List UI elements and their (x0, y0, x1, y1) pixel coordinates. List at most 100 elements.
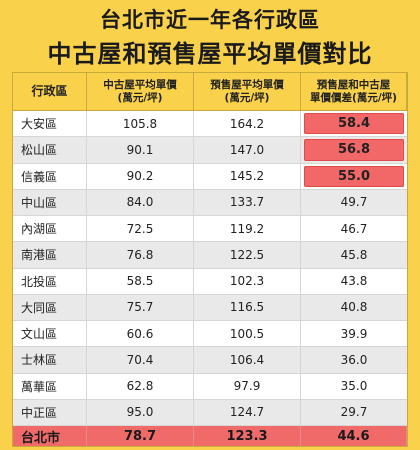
price-diff-cell: 29.7 (301, 400, 407, 425)
district-cell: 萬華區 (13, 373, 87, 399)
total-presale-price-cell-box: 123.3 (194, 426, 300, 446)
presale-price-cell-value: 102.3 (229, 274, 265, 289)
presale-price-cell-value: 119.2 (229, 221, 265, 236)
price-diff-cell-value: 36.0 (340, 352, 368, 367)
district-cell: 大安區 (13, 111, 87, 137)
presale-price-cell: 116.5 (194, 294, 301, 320)
price-diff-cell-value: 40.8 (340, 300, 368, 315)
district-cell-value: 大安區 (21, 117, 58, 132)
district-cell-value: 萬華區 (21, 379, 58, 394)
presale-price-cell: 97.9 (194, 373, 301, 399)
used-price-cell-value: 70.4 (126, 352, 154, 367)
district-cell-value: 文山區 (21, 327, 58, 342)
total-presale-price-cell-value: 123.3 (226, 428, 268, 444)
price-diff-cell-value: 35.0 (340, 379, 368, 394)
price-diff-cell: 40.8 (301, 295, 407, 320)
table-header-row: 行政區 中古屋平均單價 (萬元/坪) 預售屋平均單價 (萬元/坪) 預售屋和中古… (13, 73, 407, 111)
used-price-cell-value: 90.1 (126, 142, 154, 157)
price-diff-cell-value: 58.4 (337, 116, 371, 132)
total-district-cell: 台北市 (13, 426, 87, 446)
district-cell-value: 南港區 (21, 248, 58, 263)
presale-price-cell-value: 145.2 (229, 169, 265, 184)
title-line-1: 台北市近一年各行政區 (100, 8, 320, 32)
district-cell: 文山區 (13, 321, 87, 347)
price-diff-cell-value: 49.7 (340, 195, 368, 210)
price-diff-cell: 55.0 (301, 164, 407, 189)
district-cell: 中山區 (13, 189, 87, 215)
presale-price-cell-value: 164.2 (229, 116, 265, 131)
district-cell-value: 中山區 (21, 195, 58, 210)
table-row: 士林區 70.4 106.4 36.0 (13, 347, 407, 374)
price-diff-cell: 49.7 (301, 190, 407, 215)
table-row: 松山區 90.1 147.0 56.8 (13, 137, 407, 164)
price-diff-cell-value: 56.8 (337, 142, 371, 158)
district-cell-value: 信義區 (21, 169, 58, 184)
price-diff-cell-value: 46.7 (340, 221, 368, 236)
table-row: 中山區 84.0 133.7 49.7 (13, 189, 407, 216)
price-diff-cell-value: 45.8 (340, 247, 368, 262)
header-price-diff-line1: 預售屋和中古屋 (316, 78, 391, 91)
price-diff-cell: 39.9 (301, 321, 407, 346)
price-diff-cell: 45.8 (301, 242, 407, 267)
highlight-box: 56.8 (304, 139, 404, 161)
price-diff-cell: 56.8 (301, 137, 407, 162)
district-cell-value: 內湖區 (21, 222, 58, 237)
price-diff-cell: 35.0 (301, 374, 407, 399)
district-cell: 松山區 (13, 137, 87, 163)
presale-price-cell-value: 106.4 (229, 352, 265, 367)
used-price-cell: 76.8 (87, 242, 194, 268)
used-price-cell: 72.5 (87, 216, 194, 242)
presale-price-cell: 133.7 (194, 189, 301, 215)
header-price-diff-line2: 單價價差(萬元/坪) (310, 91, 397, 104)
presale-price-cell: 119.2 (194, 216, 301, 242)
used-price-cell: 75.7 (87, 294, 194, 320)
table-row: 信義區 90.2 145.2 55.0 (13, 163, 407, 190)
table-row: 大安區 105.8 164.2 58.4 (13, 111, 407, 138)
total-row: 台北市 78.7 123.3 44.6 (13, 426, 407, 446)
presale-price-cell: 122.5 (194, 242, 301, 268)
used-price-cell-value: 95.0 (126, 405, 154, 420)
total-district-cell-value: 台北市 (21, 430, 61, 446)
district-cell-value: 大同區 (21, 300, 58, 315)
header-used-price-line2: (萬元/坪) (117, 91, 163, 104)
used-price-cell: 84.0 (87, 189, 194, 215)
used-price-cell: 70.4 (87, 347, 194, 373)
table-row: 南港區 76.8 122.5 45.8 (13, 242, 407, 269)
price-diff-cell-value: 55.0 (337, 168, 371, 184)
header-district: 行政區 (13, 73, 87, 110)
used-price-cell-value: 90.2 (126, 169, 154, 184)
presale-price-cell: 100.5 (194, 321, 301, 347)
district-cell: 南港區 (13, 242, 87, 268)
price-diff-cell: 46.7 (301, 216, 407, 241)
used-price-cell-value: 76.8 (126, 247, 154, 262)
presale-price-cell: 106.4 (194, 347, 301, 373)
price-diff-cell: 36.0 (301, 347, 407, 372)
presale-price-cell: 102.3 (194, 268, 301, 294)
total-presale-price-cell: 123.3 (194, 426, 301, 446)
header-district-label: 行政區 (31, 84, 68, 98)
presale-price-cell-value: 122.5 (229, 247, 265, 262)
total-price-diff-cell-box: 44.6 (301, 426, 406, 446)
title-line-2: 中古屋和預售屋平均單價對比 (47, 40, 373, 68)
district-cell-value: 北投區 (21, 274, 58, 289)
table-row: 北投區 58.5 102.3 43.8 (13, 268, 407, 295)
district-cell-value: 松山區 (21, 143, 58, 158)
highlight-box: 55.0 (304, 165, 404, 187)
presale-price-cell-value: 116.5 (229, 300, 265, 315)
header-price-diff: 預售屋和中古屋 單價價差(萬元/坪) (301, 73, 407, 110)
presale-price-cell-value: 133.7 (229, 195, 265, 210)
highlight-box: 58.4 (304, 113, 404, 135)
district-cell: 北投區 (13, 268, 87, 294)
district-cell: 中正區 (13, 399, 87, 425)
price-diff-cell-value: 39.9 (340, 326, 368, 341)
header-used-price-line1: 中古屋平均單價 (103, 78, 177, 91)
price-table: 行政區 中古屋平均單價 (萬元/坪) 預售屋平均單價 (萬元/坪) 預售屋和中古… (12, 72, 408, 447)
header-used-price: 中古屋平均單價 (萬元/坪) (87, 73, 194, 110)
table-row: 萬華區 62.8 97.9 35.0 (13, 373, 407, 400)
district-cell: 內湖區 (13, 216, 87, 242)
used-price-cell: 62.8 (87, 373, 194, 399)
presale-price-cell: 124.7 (194, 399, 301, 425)
presale-price-cell-value: 97.9 (233, 379, 261, 394)
total-used-price-cell-value: 78.7 (123, 428, 157, 444)
total-used-price-cell: 78.7 (87, 426, 194, 446)
